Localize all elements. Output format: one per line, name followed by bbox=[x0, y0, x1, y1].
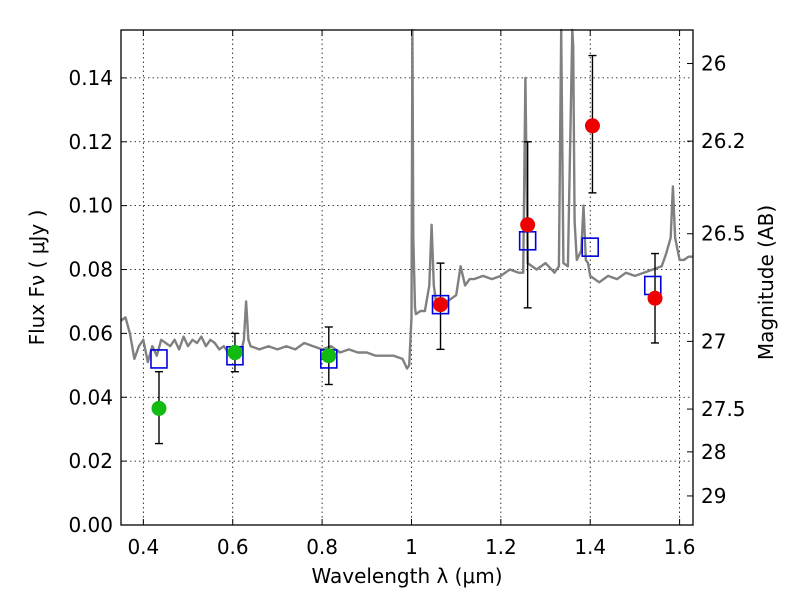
red-data-point bbox=[433, 297, 449, 313]
y-tick-label: 0.12 bbox=[68, 130, 113, 154]
y-tick-label: 0.10 bbox=[68, 194, 113, 218]
x-tick-label: 0.4 bbox=[127, 535, 159, 559]
x-tick-label: 1.4 bbox=[574, 535, 606, 559]
label-layer: 0.4 0.6 0.8 1 1.2 1.4 1.6 0.00 0.02 0.04 0.06 0.08 0… bbox=[68, 52, 745, 559]
y2-tick-label: 29 bbox=[701, 484, 726, 508]
x-axis-title: Wavelength λ (μm) bbox=[311, 564, 502, 588]
x-tick-label: 1.6 bbox=[664, 535, 696, 559]
model-spectrum-line bbox=[120, 28, 693, 370]
red-data-point bbox=[647, 290, 663, 306]
y-tick-label: 0.00 bbox=[68, 513, 113, 537]
model-photometry-square bbox=[431, 294, 450, 315]
y-axis-title: Flux Fν ( μJy ) bbox=[25, 210, 49, 346]
spectrum-layer bbox=[120, 28, 693, 370]
x-tick-label: 0.6 bbox=[217, 535, 249, 559]
y-tick-label: 0.02 bbox=[68, 449, 113, 473]
y2-tick-label: 26 bbox=[701, 52, 726, 76]
model-photometry-square bbox=[150, 349, 168, 369]
y2-tick-label: 26.5 bbox=[701, 222, 746, 246]
y-tick-label: 0.06 bbox=[68, 321, 113, 345]
marker-layer bbox=[150, 118, 663, 416]
y2-tick-label: 28 bbox=[701, 440, 726, 464]
tick-layer bbox=[121, 30, 693, 526]
green-data-point bbox=[227, 345, 243, 361]
red-data-point bbox=[520, 217, 536, 233]
red-data-point bbox=[584, 118, 600, 134]
x-tick-label: 0.8 bbox=[306, 535, 338, 559]
y2-tick-label: 27 bbox=[701, 329, 726, 353]
y2-tick-label: 26.2 bbox=[701, 129, 746, 153]
y-tick-label: 0.14 bbox=[68, 66, 113, 90]
y-tick-label: 0.04 bbox=[68, 385, 113, 409]
y-tick-label: 0.08 bbox=[68, 258, 113, 282]
x-tick-label: 1 bbox=[405, 535, 418, 559]
green-data-point bbox=[151, 400, 167, 416]
y2-tick-label: 27.5 bbox=[701, 397, 746, 421]
x-tick-label: 1.2 bbox=[485, 535, 517, 559]
errorbar-layer bbox=[154, 54, 660, 445]
model-photometry-square bbox=[581, 237, 600, 257]
plot-frame bbox=[120, 29, 694, 526]
green-data-point bbox=[321, 348, 337, 364]
y2-axis-title: Magnitude (AB) bbox=[754, 205, 778, 360]
